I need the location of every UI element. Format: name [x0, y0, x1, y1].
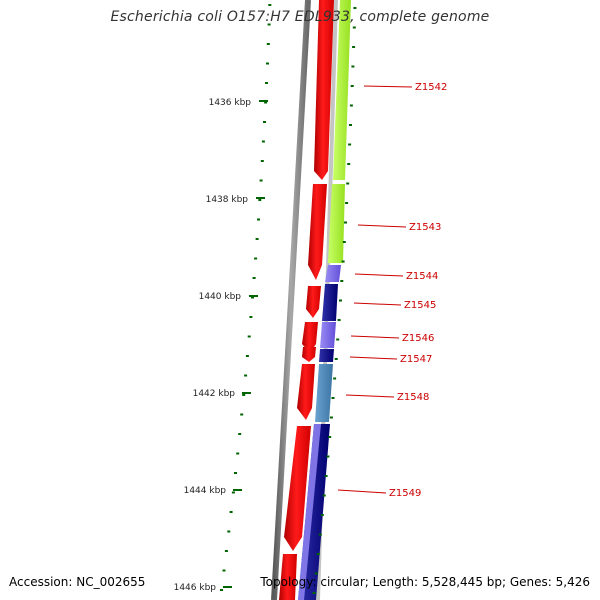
- ruler-label: 1446 kbp: [174, 583, 217, 593]
- gene-leader-line: [357, 224, 407, 228]
- gene-label: Z1546: [402, 333, 434, 344]
- gene-leader-line: [350, 335, 400, 339]
- genome-title: Escherichia coli O157:H7 EDL933, complet…: [110, 9, 490, 25]
- gene-labels: Z1542 Z1543 Z1544 Z1545 Z1546 Z1547 Z154…: [337, 82, 447, 499]
- forward-cds-feature: [284, 426, 311, 551]
- gene-label: Z1544: [406, 271, 438, 282]
- accession-label: Accession: NC_002655: [9, 575, 146, 589]
- gene-leader-line: [363, 85, 413, 88]
- gene-label: Z1542: [415, 82, 447, 93]
- forward-cds-feature: [302, 322, 318, 353]
- forward-cds-feature: [314, 0, 334, 180]
- reverse-cds-feature: [328, 184, 345, 263]
- gene-label: Z1548: [397, 392, 429, 403]
- forward-cds-feature: [306, 286, 321, 318]
- gene-label: Z1543: [409, 222, 441, 233]
- reverse-cds-feature: [320, 322, 336, 348]
- forward-strand-track: [279, 0, 334, 600]
- reverse-cds-feature: [333, 0, 351, 180]
- gene-label: Z1549: [389, 488, 421, 499]
- ruler: 1436 kbp 1438 kbp 1440 kbp 1442 kbp 1444…: [174, 98, 268, 593]
- minor-ticks: [220, 4, 357, 594]
- gene-leader-line: [337, 489, 387, 494]
- forward-cds-feature: [297, 364, 315, 420]
- gene-leader-line: [349, 356, 398, 360]
- gene-label: Z1545: [404, 300, 436, 311]
- forward-cds-feature: [302, 347, 316, 362]
- gene-label: Z1547: [400, 354, 432, 365]
- topology-label: Topology: circular; Length: 5,528,445 bp…: [260, 575, 590, 589]
- gene-leader-line: [354, 273, 404, 277]
- ruler-label: 1442 kbp: [193, 389, 236, 399]
- reverse-cds-feature: [322, 284, 338, 321]
- reverse-cds-feature: [315, 364, 333, 422]
- forward-cds-feature: [308, 184, 327, 280]
- reverse-strand-track: [298, 0, 351, 600]
- gene-leader-line: [345, 394, 395, 398]
- reverse-cds-feature: [319, 349, 334, 362]
- gene-leader-line: [353, 302, 402, 306]
- reverse-cds-feature-overlap: [298, 424, 321, 600]
- reverse-cds-feature: [325, 265, 341, 282]
- ruler-label: 1438 kbp: [206, 195, 249, 205]
- ruler-label: 1436 kbp: [209, 98, 252, 108]
- forward-cds-feature: [279, 554, 297, 600]
- ruler-label: 1440 kbp: [199, 292, 242, 302]
- ruler-label: 1444 kbp: [184, 486, 227, 496]
